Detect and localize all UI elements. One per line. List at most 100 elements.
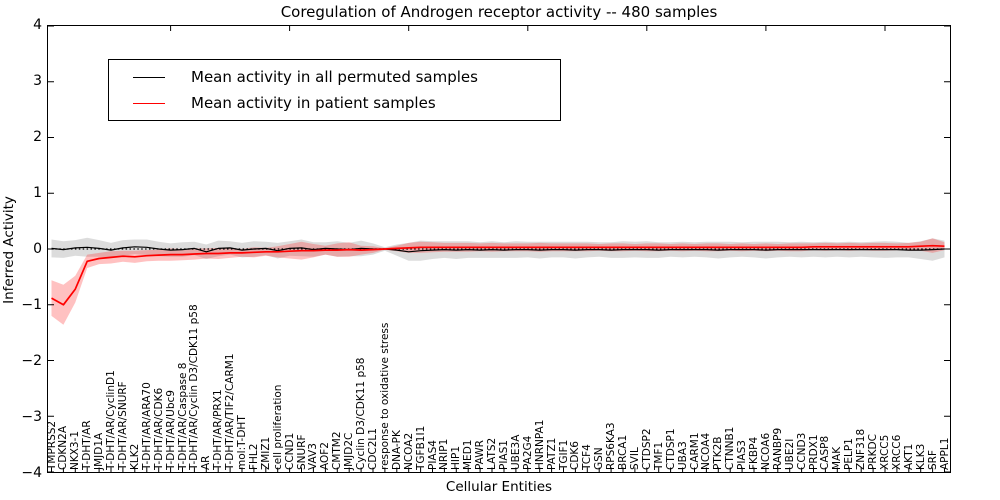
x-tick-label: HNRNPA1: [533, 419, 546, 470]
x-tick-label: PTK2B: [712, 436, 725, 470]
x-tick-label: KLK2: [128, 443, 141, 470]
x-tick-label: T-DHT/AR/CyclinD1: [105, 370, 117, 470]
x-tick-label: CDKN2A: [57, 425, 70, 470]
x-tick-label: CCND1: [283, 432, 296, 470]
x-tick-label: XRCC6: [890, 434, 903, 470]
x-tick-label: response to oxidative stress: [378, 322, 391, 470]
x-tick-label: NCOA6: [759, 432, 772, 470]
legend-label: Mean activity in all permuted samples: [191, 68, 478, 86]
x-tick-label: PA2G4: [521, 435, 534, 470]
legend-label: Mean activity in patient samples: [191, 94, 436, 112]
x-tick-label: TGFB1I1: [414, 425, 427, 470]
x-tick-label: PIAS4: [426, 440, 439, 470]
x-tick-label: RANBP9: [771, 427, 784, 470]
x-tick-label: UBE2I: [783, 438, 796, 470]
x-tick-label: XRCC5: [879, 434, 891, 470]
x-tick-label: LATS2: [486, 437, 498, 470]
legend-item-permuted: Mean activity in all permuted samples: [109, 68, 560, 86]
x-tick-label: T-DHT/AR/Cyclin D3/CDK11 p58: [188, 304, 201, 470]
x-tick-label: PIAS3: [736, 440, 749, 470]
y-tick-label: −2: [21, 353, 42, 369]
x-tick-label: CASP8: [819, 435, 832, 470]
x-tick-label: NCOA4: [700, 432, 713, 470]
y-tick-label: 0: [33, 241, 42, 257]
x-tick-label: PRDX1: [807, 434, 820, 470]
patient-mean-line: [51, 244, 945, 306]
x-tick-label: SVIL: [628, 447, 641, 470]
y-tick-label: 1: [33, 185, 42, 201]
x-tick-label: CARM1: [688, 432, 701, 470]
x-tick-label: FHL2: [247, 443, 260, 470]
x-tick-label: BRCA1: [617, 434, 629, 470]
x-tick-label: HIP1: [450, 445, 463, 470]
x-tick-label: PATZ1: [545, 437, 558, 470]
x-tick-label: UBE3A: [509, 434, 522, 470]
x-tick-label: PELP1: [843, 438, 856, 470]
plot-canvas: [48, 26, 950, 472]
axis-ticks: [48, 26, 950, 472]
chart-title: Coregulation of Androgen receptor activi…: [280, 3, 718, 21]
y-tick-label: −4: [21, 465, 42, 481]
x-tick-label: T-DHT/AR/TIF2/CARM1: [224, 353, 237, 470]
x-tick-label: T-DHT/AR/SNURF: [116, 381, 129, 470]
x-tick-label: SNURF: [295, 434, 308, 470]
y-tick-label: 2: [33, 129, 42, 145]
x-tick-label: NCOA2: [402, 432, 415, 470]
x-tick-label: T-DHT/AR/ARA70: [140, 382, 153, 470]
x-tick-label: AR: [200, 455, 213, 470]
x-tick-label: PIAS1: [498, 440, 510, 470]
x-tick-label: MED1: [462, 439, 475, 470]
x-tick-label: ZNF318: [855, 428, 868, 470]
plot-area: TMPRSS2 CDKN2A NKX3-1 T-DHT/AR JMJD1A T-DHT/A…: [45, 25, 951, 473]
x-tick-label: TCF4: [581, 444, 594, 470]
legend-item-patient: Mean activity in patient samples: [109, 94, 560, 112]
x-tick-label: T-DHT/AR/CDK6: [152, 387, 165, 470]
x-tick-label: JMJD2C: [343, 432, 356, 470]
x-tick-label: FKBP4: [748, 436, 760, 470]
x-tick-label: T-DHT/AR/PRX1: [212, 389, 225, 470]
x-tick-label: T-DHT/AR: [81, 420, 94, 470]
x-tick-label: DNA-PK: [390, 430, 403, 470]
x-tick-label: CMTM2: [331, 431, 344, 470]
x-tick-label: CTDSP2: [640, 428, 653, 470]
y-tick-label: −3: [21, 409, 42, 425]
x-tick-label: PAWR: [474, 440, 487, 470]
x-tick-label: VAV3: [307, 443, 320, 470]
y-tick-label: −1: [21, 297, 42, 313]
permuted-mean-line: [51, 246, 945, 253]
x-tick-label: cell proliferation: [271, 384, 284, 470]
x-tick-label: CTDSP1: [664, 428, 677, 470]
x-tick-label: ZMIZ1: [259, 436, 272, 470]
x-tick-label: RPS6KA3: [605, 422, 618, 470]
y-tick-label: 3: [33, 73, 42, 89]
x-tick-label: NKX3-1: [69, 430, 82, 470]
x-tick-label: T-DHT/AR/Ubc9: [164, 390, 177, 470]
x-tick-label: CDC2L1: [367, 428, 379, 470]
x-tick-label: NRIP1: [438, 438, 451, 470]
x-tick-label: Cyclin D3/CDK11 p58: [355, 357, 368, 470]
x-tick-label: CTNNB1: [724, 426, 737, 470]
x-tick-label: PRKDC: [867, 434, 880, 470]
x-tick-label: TGIF1: [557, 439, 570, 470]
black-line-icon: [133, 76, 165, 78]
x-tick-label: UBA3: [676, 441, 689, 470]
x-tick-label: SRF: [926, 449, 939, 470]
x-tick-label: JMJD1A: [93, 432, 106, 470]
x-tick-label: mol:T-DHT: [236, 415, 248, 470]
x-tick-label: CCND3: [795, 432, 808, 470]
legend: Mean activity in all permuted samples Me…: [108, 59, 561, 121]
red-line-icon: [133, 102, 165, 104]
y-tick-label: 4: [33, 17, 42, 33]
x-tick-label: MAK: [831, 446, 844, 470]
x-tick-label: AOF2: [319, 442, 332, 470]
x-tick-label: GSN: [593, 447, 606, 470]
x-axis-label: Cellular Entities: [445, 479, 553, 495]
x-tick-label: AKT1: [902, 443, 915, 470]
x-tick-label: CDK6: [569, 441, 582, 470]
x-tick-label: TMPRSS2: [45, 420, 58, 470]
x-tick-label: T-DHT/AR/Caspase 8: [176, 362, 189, 470]
x-tick-label: APPL1: [938, 437, 951, 470]
x-tick-label: TMF1: [652, 441, 665, 470]
x-tick-label: KLK3: [914, 443, 927, 470]
